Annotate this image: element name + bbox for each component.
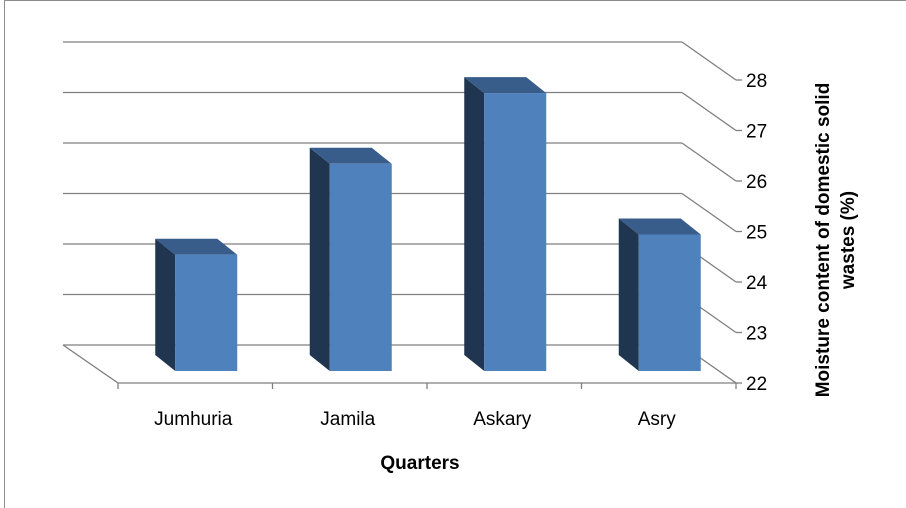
gridline-side <box>681 91 737 132</box>
y-tick-label: 27 <box>746 122 767 143</box>
bar-asry <box>618 218 701 371</box>
x-category-label: Asry <box>638 409 677 430</box>
y-axis-title-line-1: Moisture content of domestic solid <box>813 83 834 398</box>
bar-jamila <box>309 147 392 371</box>
bars-layer <box>155 77 701 371</box>
gridline-side <box>681 41 737 81</box>
bar-side-face <box>618 218 639 371</box>
x-axis-categories: Jumhuria Jamila Askary Asry <box>154 409 676 430</box>
gridline-side <box>681 192 737 233</box>
bar-side-face <box>464 77 485 371</box>
gridline-side <box>681 142 737 182</box>
bar-top-face <box>155 238 238 255</box>
bar-side-face <box>155 238 176 371</box>
y-tick-label: 22 <box>746 374 767 395</box>
bar-front-face <box>484 93 547 371</box>
y-axis-title: Moisture content of domestic solid waste… <box>813 83 859 398</box>
y-axis-ticks: 22 23 24 25 26 27 28 <box>746 71 768 395</box>
chart-frame <box>4 0 906 508</box>
bar-front-face <box>638 234 701 371</box>
bar-askary <box>464 77 547 371</box>
bar-side-face <box>309 147 330 371</box>
y-tick-label: 26 <box>746 172 767 193</box>
bar-top-face <box>464 77 547 94</box>
y-tick-label: 23 <box>746 324 767 345</box>
bar-front-face <box>329 163 392 371</box>
y-tick-label: 24 <box>746 273 768 294</box>
y-tick-label: 28 <box>746 71 767 92</box>
y-tick-label: 25 <box>746 223 767 244</box>
bar-top-face <box>618 218 701 235</box>
x-category-label: Jamila <box>320 409 375 430</box>
x-axis-title: Quarters <box>380 453 459 474</box>
bar-front-face <box>175 254 238 371</box>
bar-top-face <box>309 147 392 164</box>
x-category-label: Jumhuria <box>154 409 233 430</box>
bar-jumhuria <box>155 238 238 371</box>
x-category-label: Askary <box>473 409 532 430</box>
y-axis-title-line-2: wastes (%) <box>838 191 859 290</box>
